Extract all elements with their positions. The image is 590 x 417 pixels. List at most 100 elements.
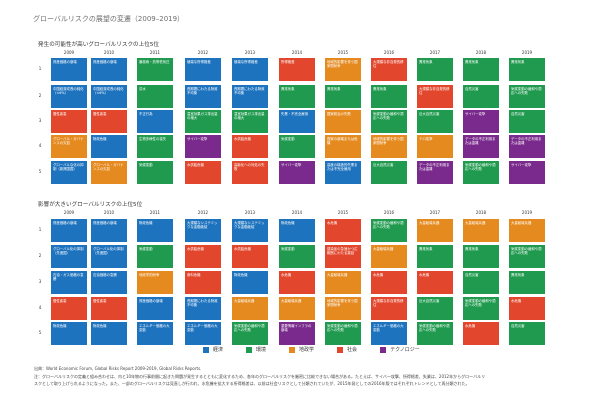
legend-swatch <box>246 346 253 353</box>
risk-cell: 食料危機 <box>185 271 221 294</box>
risk-cell: データの不正利用または盗難 <box>463 135 499 158</box>
risk-cell: 高齢化への対処の失敗 <box>232 161 268 184</box>
legend-item: 地政学 <box>289 346 314 353</box>
risk-cell: 大量破壊兵器 <box>232 297 268 320</box>
risk-cell: 気候変動の緩和や適応への失敗 <box>509 85 545 108</box>
risk-cell: データの不正利用または盗難 <box>417 161 453 184</box>
risk-cell: 気候変動の緩和や適応への失敗 <box>463 161 499 184</box>
risk-cell: グローバル化の抑制（先進国） <box>91 245 127 268</box>
risk-cell: 財政危機 <box>91 322 127 345</box>
risk-cell: 異常気象 <box>417 58 453 81</box>
risk-cell: サイバー攻撃 <box>463 110 499 133</box>
rank-label: 3 <box>38 279 42 284</box>
year-header: 2015 <box>337 210 349 215</box>
risk-cell: 国家の崩壊または危機 <box>325 135 361 158</box>
risk-cell: サイバー攻撃 <box>509 161 545 184</box>
risk-cell: 大規模な非自発的移住 <box>417 85 453 108</box>
risk-cell: 気候変動の緩和や適応への失敗 <box>371 219 407 242</box>
footnote-source: 出典：World Economic Forum, Global Risks Re… <box>34 366 202 371</box>
risk-cell: 地域的影響を伴う国家間紛争 <box>325 297 361 320</box>
rank-label: 5 <box>38 169 42 174</box>
risk-cell: 大量破壊兵器 <box>279 297 315 320</box>
year-header: 2012 <box>197 210 209 215</box>
risk-cell: 巨大自然災害 <box>417 297 453 320</box>
risk-cell: サイバー攻撃 <box>185 135 221 158</box>
risk-cell: 大量破壊兵器 <box>417 219 453 242</box>
page-title: グローバルリスクの展望の変遷（2009–2019） <box>33 15 185 23</box>
risk-cell: 水供給危機 <box>232 245 268 268</box>
risk-cell: 気候変動 <box>279 135 315 158</box>
risk-cell: 水危機 <box>509 297 545 320</box>
year-header: 2013 <box>244 210 256 215</box>
risk-cell: 大規模なシステミックな金融破綻 <box>232 219 268 242</box>
table-title: 発生の可能性が高いグローバルリスクの上位5位 <box>38 42 159 48</box>
risk-cell: 気候変動の緩和や適応への失敗 <box>509 245 545 268</box>
risk-cell: 自然災害 <box>509 110 545 133</box>
rank-label: 1 <box>38 66 42 71</box>
legend-item: 経済 <box>203 346 223 353</box>
risk-cell: 大量破壊兵器 <box>371 245 407 268</box>
risk-cell: 慢性疾患 <box>51 297 87 320</box>
risk-cell: 異常気象 <box>463 58 499 81</box>
risk-cell: データの不正利用または盗難 <box>509 135 545 158</box>
rank-label: 2 <box>38 93 42 98</box>
rank-label: 4 <box>38 305 42 310</box>
legend-label: 社会 <box>347 347 358 353</box>
risk-cell: 高度の構造的失業または不完全雇用 <box>325 161 361 184</box>
risk-cell: サイバー攻撃 <box>279 161 315 184</box>
risk-cell: 慢性疾患 <box>51 110 87 133</box>
risk-cell: 財政危機 <box>51 322 87 345</box>
year-header: 2019 <box>521 210 533 215</box>
risk-cell: 自然災害 <box>463 271 499 294</box>
legend-swatch <box>203 346 209 353</box>
risk-cell: 異常気象 <box>371 85 407 108</box>
risk-cell: 温室効果ガス排出量の増大 <box>232 110 268 133</box>
risk-cell: 気候変動の緩和や適応への失敗 <box>371 110 407 133</box>
year-header: 2015 <box>337 50 349 55</box>
risk-cell: 気候変動の緩和や適応への失敗 <box>463 297 499 320</box>
year-header: 2014 <box>291 210 303 215</box>
year-header: 2018 <box>475 50 487 55</box>
rank-label: 4 <box>38 143 42 148</box>
risk-cell: 大量破壊兵器 <box>509 219 545 242</box>
rank-label: 5 <box>38 330 42 335</box>
risk-cell: 大規模な非自発的移住 <box>371 297 407 320</box>
risk-cell: エネルギー価格の大変動 <box>185 322 221 345</box>
year-header: 2018 <box>475 210 487 215</box>
risk-cell: 大規模なシステミックな金融破綻 <box>185 219 221 242</box>
risk-cell: グローバル・ガバナンスの欠如 <box>51 135 87 158</box>
risk-cell: 長期間にわたる財政不均衡 <box>185 297 221 320</box>
legend-label: テクノロジー <box>390 347 420 353</box>
risk-cell: 水危機 <box>325 219 361 242</box>
risk-cell: 大規模な非自発的移住 <box>371 58 407 81</box>
year-header: 2012 <box>197 50 209 55</box>
risk-cell: 自然災害 <box>509 322 545 345</box>
risk-cell: 中国経済成長の鈍化（<6%） <box>51 85 87 108</box>
risk-cell: 水供給危機 <box>232 135 268 158</box>
legend-label: 地政学 <box>299 347 315 353</box>
risk-cell: 財政危機 <box>232 271 268 294</box>
risk-cell: エネルギー価格の大変動 <box>371 322 407 345</box>
risk-cell: 異常気象 <box>325 85 361 108</box>
risk-cell: 温室効果ガス排出量の増大 <box>185 110 221 133</box>
footnote-note-line-2: スクとして取り上げられるようになった。また、一部のグローバルリスクは見直しが行わ… <box>34 381 470 386</box>
risk-cell: 長期間にわたる財政不均衡 <box>185 85 221 108</box>
risk-cell: 資産価格の崩壊 <box>91 58 127 81</box>
risk-cell: グローバルな化の抑制（新興国国） <box>51 161 87 184</box>
year-header: 2011 <box>149 50 161 55</box>
legend-swatch <box>337 346 344 353</box>
risk-cell: 財政危機 <box>91 135 127 158</box>
risk-cell: 異常気象 <box>509 271 545 294</box>
year-header: 2019 <box>521 50 533 55</box>
risk-cell: テロ攻撃 <box>417 135 453 158</box>
year-header: 2013 <box>244 50 256 55</box>
risk-cell: 地域的影響を伴う国家間紛争 <box>325 58 361 81</box>
year-header: 2016 <box>383 210 395 215</box>
risk-cell: 洪水 <box>137 85 173 108</box>
rank-label: 2 <box>38 253 42 258</box>
risk-cell: グローバル・ガバナンスの欠如 <box>91 161 127 184</box>
risk-cell: エネルギー価格の大変動 <box>137 322 173 345</box>
risk-cell: 生物多様性の喪失 <box>137 135 173 158</box>
risk-cell: 暴風雨・熱帯低気圧 <box>137 58 173 81</box>
year-header: 2010 <box>103 210 115 215</box>
